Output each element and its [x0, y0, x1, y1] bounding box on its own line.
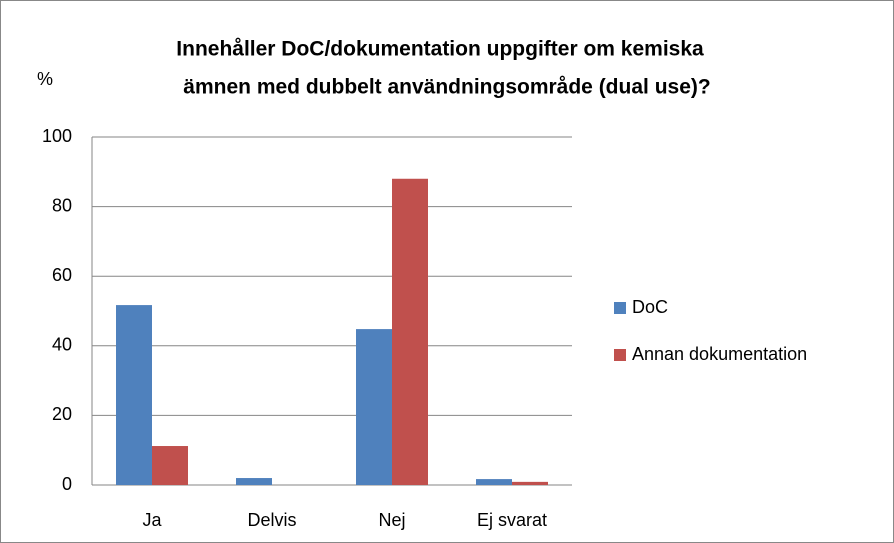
y-tick-label: 0 [62, 474, 72, 494]
y-tick-label: 60 [52, 265, 72, 285]
legend-swatch [614, 302, 626, 314]
legend-label: Annan dokumentation [632, 344, 807, 364]
bar [392, 178, 428, 485]
bar [476, 479, 512, 485]
chart-title: Innehåller DoC/dokumentation uppgifter o… [176, 38, 704, 61]
bar [116, 305, 152, 485]
bar [512, 481, 548, 485]
bar [152, 446, 188, 485]
y-tick-label: 80 [52, 195, 72, 215]
y-tick-label: 40 [52, 335, 72, 355]
x-tick-label: Ja [142, 510, 162, 530]
x-tick-label: Delvis [247, 510, 296, 530]
bar [356, 329, 392, 485]
legend-label: DoC [632, 297, 668, 317]
bar [236, 478, 272, 485]
legend-swatch [614, 349, 626, 361]
x-tick-label: Ej svarat [477, 510, 547, 530]
y-axis-label: % [37, 69, 53, 89]
y-tick-label: 100 [42, 126, 72, 146]
x-tick-label: Nej [378, 510, 405, 530]
y-tick-label: 20 [52, 404, 72, 424]
chart-title: ämnen med dubbelt användningsområde (dua… [183, 76, 710, 99]
